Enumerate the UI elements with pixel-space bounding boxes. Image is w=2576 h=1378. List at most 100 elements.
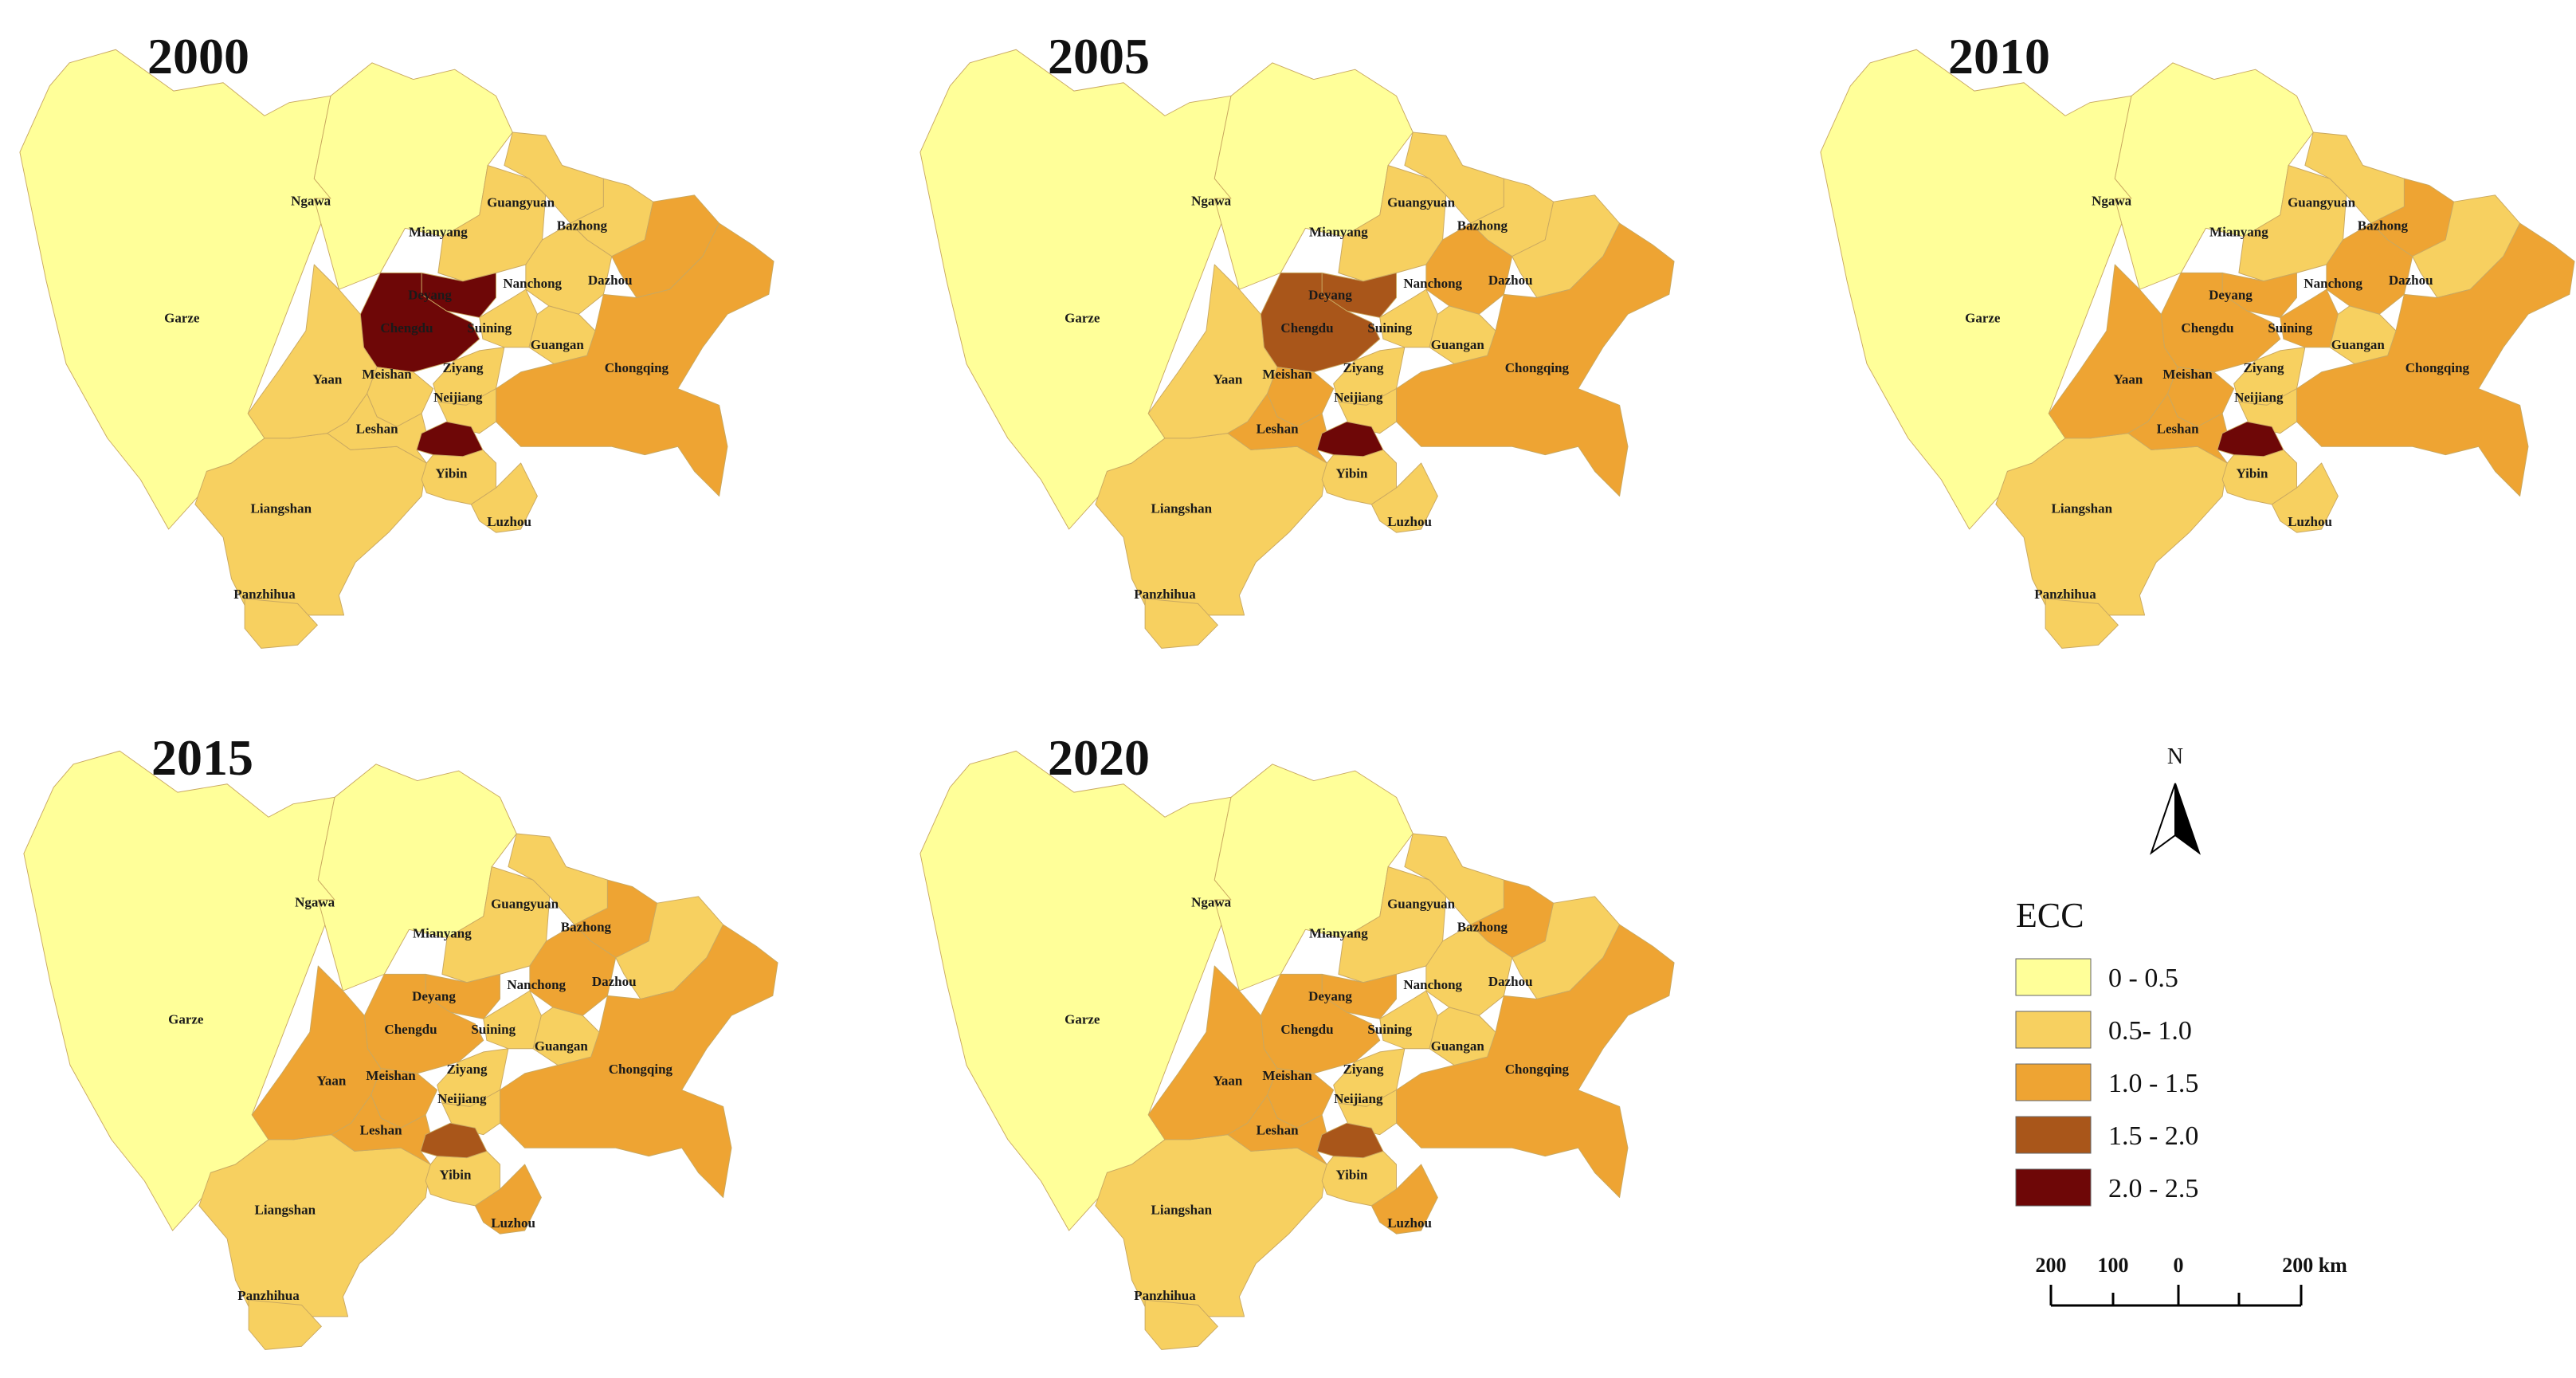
region-label-panzhihua: Panzhihua xyxy=(233,587,296,602)
north-arrow-left-icon xyxy=(2150,783,2176,855)
legend-label-4: 2.0 - 2.5 xyxy=(2108,1174,2198,1203)
region-panzhihua xyxy=(244,598,318,649)
legend-swatch-1 xyxy=(2015,1011,2092,1049)
legend-swatch-0 xyxy=(2015,958,2092,996)
region-label-bazhong: Bazhong xyxy=(2358,218,2409,233)
year-label-2015: 2015 xyxy=(151,729,253,786)
legend: ECC 0 - 0.5 0.5- 1.0 1.0 - 1.5 1.5 - 2.0… xyxy=(2015,896,2198,1207)
region-guangan xyxy=(1429,305,1496,364)
region-label-deyang: Deyang xyxy=(1308,288,1352,303)
region-chengdu xyxy=(363,973,484,1074)
region-chongqing xyxy=(500,924,778,1198)
region-label-leshan: Leshan xyxy=(1257,1123,1299,1138)
region-label-chengdu: Chengdu xyxy=(1280,1022,1333,1037)
scale-label-100: 100 xyxy=(2098,1254,2129,1277)
region-panzhihua xyxy=(1144,598,1218,649)
region-luzhou xyxy=(1370,462,1438,533)
region-label-yaan: Yaan xyxy=(2113,371,2143,387)
region-chengdu xyxy=(359,272,480,373)
region-label-mianyang: Mianyang xyxy=(1309,225,1368,240)
region-chongqing xyxy=(496,222,774,497)
region-label-guangan: Guangan xyxy=(535,1038,589,1054)
region-label-guangyuan: Guangyuan xyxy=(1387,194,1456,210)
region-label-suining: Suining xyxy=(1367,1022,1412,1037)
region-label-yibin: Yibin xyxy=(2236,466,2268,481)
region-leshan xyxy=(331,1094,431,1165)
region-label-meishan: Meishan xyxy=(2162,367,2213,382)
region-label-yibin: Yibin xyxy=(1335,1168,1368,1183)
region-luzhou xyxy=(470,462,538,533)
region-label-guangyuan: Guangyuan xyxy=(491,896,559,911)
region-label-chengdu: Chengdu xyxy=(380,320,433,336)
region-chengdu xyxy=(1260,973,1381,1074)
region-label-nanchong: Nanchong xyxy=(1403,276,1462,291)
region-label-chongqing: Chongqing xyxy=(2405,360,2470,375)
region-label-liangshan: Liangshan xyxy=(251,501,312,516)
map-panel-2005: 2005 Ngawa Garze Liangshan Panzhihua Mianyang… xyxy=(919,28,1675,649)
scale-label-200: 200 xyxy=(2036,1254,2067,1277)
region-luzhou xyxy=(1370,1164,1438,1235)
year-label-2000: 2000 xyxy=(147,28,249,84)
region-label-leshan: Leshan xyxy=(2157,422,2199,437)
region-label-panzhihua: Panzhihua xyxy=(237,1288,300,1303)
region-label-nanchong: Nanchong xyxy=(2304,276,2362,291)
region-guangan xyxy=(1429,1007,1496,1066)
region-label-luzhou: Luzhou xyxy=(1387,514,1432,529)
region-label-garze: Garze xyxy=(1965,311,2001,326)
legend-label-1: 0.5- 1.0 xyxy=(2108,1016,2192,1046)
region-label-suining: Suining xyxy=(467,320,512,336)
region-label-garze: Garze xyxy=(1065,311,1100,326)
region-label-yibin: Yibin xyxy=(435,466,468,481)
region-label-ngawa: Ngawa xyxy=(1191,894,1232,909)
year-label-2020: 2020 xyxy=(1048,729,1150,786)
region-label-mianyang: Mianyang xyxy=(1309,926,1368,941)
region-label-guangan: Guangan xyxy=(2331,337,2386,352)
region-label-bazhong: Bazhong xyxy=(561,919,612,934)
region-chengdu xyxy=(1260,272,1381,373)
north-arrow-right-icon xyxy=(2174,783,2201,855)
region-label-mianyang: Mianyang xyxy=(409,225,468,240)
region-label-yaan: Yaan xyxy=(1213,1073,1242,1088)
region-label-leshan: Leshan xyxy=(360,1123,402,1138)
region-label-guangan: Guangan xyxy=(531,337,585,352)
region-chengdu xyxy=(2160,272,2281,373)
region-label-chengdu: Chengdu xyxy=(2181,320,2233,336)
north-arrow-label: N xyxy=(2167,744,2183,769)
region-label-garze: Garze xyxy=(168,1012,204,1027)
legend-label-0: 0 - 0.5 xyxy=(2108,964,2178,993)
region-zigong xyxy=(2217,421,2284,457)
region-label-ziyang: Ziyang xyxy=(442,360,484,375)
region-label-ngawa: Ngawa xyxy=(1191,193,1232,208)
region-chongqing xyxy=(1396,924,1675,1198)
region-label-ziyang: Ziyang xyxy=(446,1062,488,1077)
region-label-luzhou: Luzhou xyxy=(491,1215,535,1231)
region-label-yibin: Yibin xyxy=(439,1168,472,1183)
region-label-liangshan: Liangshan xyxy=(1151,1202,1213,1217)
region-label-meishan: Meishan xyxy=(366,1068,416,1083)
region-label-panzhihua: Panzhihua xyxy=(1134,1288,1196,1303)
legend-swatch-4 xyxy=(2015,1168,2092,1207)
year-label-2005: 2005 xyxy=(1048,28,1150,84)
scale-label-0: 0 xyxy=(2174,1254,2184,1277)
region-label-chongqing: Chongqing xyxy=(1505,360,1570,375)
region-label-deyang: Deyang xyxy=(408,288,452,303)
region-label-yaan: Yaan xyxy=(312,371,342,387)
region-label-yaan: Yaan xyxy=(316,1073,346,1088)
region-label-ngawa: Ngawa xyxy=(295,894,335,909)
region-panzhihua xyxy=(248,1299,322,1350)
region-label-leshan: Leshan xyxy=(1257,422,1299,437)
region-label-ngawa: Ngawa xyxy=(291,193,331,208)
region-label-guangyuan: Guangyuan xyxy=(1387,896,1456,911)
region-label-luzhou: Luzhou xyxy=(1387,1215,1432,1231)
region-label-nanchong: Nanchong xyxy=(1403,977,1462,992)
region-label-dazhou: Dazhou xyxy=(592,974,637,989)
region-label-liangshan: Liangshan xyxy=(2052,501,2113,516)
region-label-dazhou: Dazhou xyxy=(588,273,633,288)
region-label-neijiang: Neijiang xyxy=(1334,390,1383,405)
region-label-dazhou: Dazhou xyxy=(1488,273,1533,288)
region-label-neijiang: Neijiang xyxy=(437,1091,487,1106)
region-label-mianyang: Mianyang xyxy=(413,926,472,941)
region-leshan xyxy=(1227,1094,1327,1165)
region-label-deyang: Deyang xyxy=(1308,989,1352,1004)
